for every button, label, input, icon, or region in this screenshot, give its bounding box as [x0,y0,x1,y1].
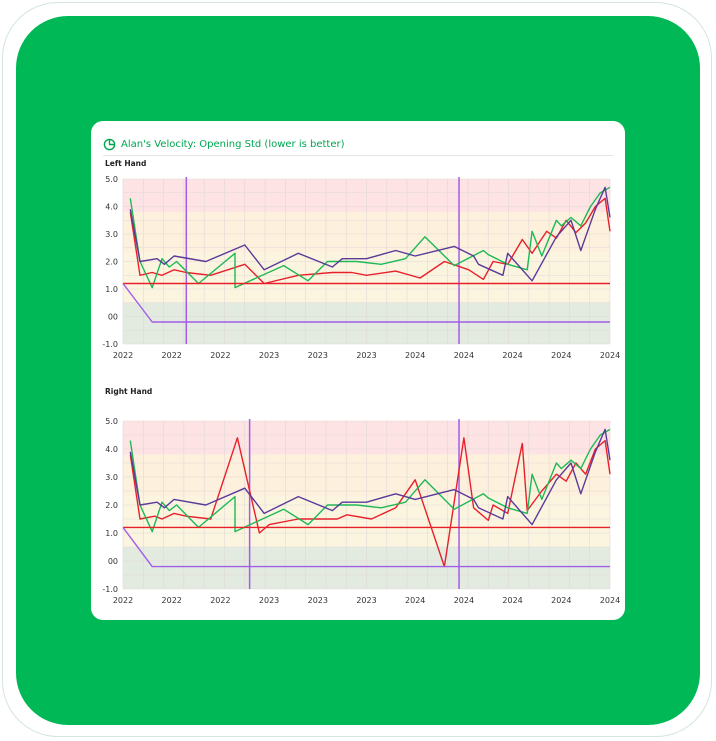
series-line-1 [129,428,611,533]
x-tick-label: 2023 [308,596,328,605]
left-hand-chart: 5.0 4.0 3.0 2.0 1.0 00 -1.0 2022 2022 2022 2023 202… [102,175,620,360]
y-tick-label: 5.0 [105,175,118,184]
x-tick-label: 2022 [210,351,230,360]
x-tick-label: 2023 [356,351,376,360]
series-line-2 [129,186,611,282]
y-tick-label: 00 [108,313,118,322]
card-title: Alan's Velocity: Opening Std (lower is b… [121,138,345,150]
x-tick-label: 2022 [113,351,133,360]
x-tick-label: 2024 [405,596,425,605]
card-header: Alan's Velocity: Opening Std (lower is b… [103,133,613,156]
x-tick-label: 2024 [600,596,620,605]
right-hand-chart: 5.0 4.0 3.0 2.0 1.0 00 -1.0 2022 2022 2022 2023 202… [102,417,620,605]
y-tick-label: 00 [108,557,118,566]
x-tick-label: 2024 [405,351,425,360]
y-tick-label: 2.0 [105,258,118,267]
x-tick-label: 2024 [454,351,474,360]
y-tick-label: -1.0 [102,340,118,349]
series-line-4 [122,283,610,323]
y-tick-label: 3.0 [105,230,118,239]
x-tick-label: 2023 [259,596,279,605]
x-tick-label: 2024 [551,596,571,605]
pie-chart-icon [103,138,116,150]
x-tick-label: 2024 [502,596,522,605]
series-line-1 [129,186,611,289]
x-tick-label: 2022 [162,596,182,605]
x-tick-label: 2022 [210,596,230,605]
series-line-4 [122,526,610,568]
y-tick-label: 4.0 [105,445,118,454]
x-tick-label: 2022 [113,596,133,605]
x-tick-label: 2023 [259,351,279,360]
x-tick-label: 2024 [600,351,620,360]
x-tick-label: 2023 [356,596,376,605]
series-line-2 [129,428,611,526]
y-tick-label: 3.0 [105,473,118,482]
y-tick-label: 5.0 [105,417,118,426]
x-tick-label: 2024 [502,351,522,360]
left-hand-label: Left Hand [105,159,147,168]
series-line-0 [129,197,611,285]
x-tick-label: 2024 [454,596,474,605]
x-tick-label: 2024 [551,351,571,360]
y-tick-label: 1.0 [105,529,118,538]
right-hand-label: Right Hand [105,387,153,396]
x-tick-label: 2023 [308,351,328,360]
y-tick-label: -1.0 [102,585,118,594]
y-tick-label: 2.0 [105,501,118,510]
series-line-0 [129,437,611,568]
y-tick-label: 4.0 [105,203,118,212]
y-tick-label: 1.0 [105,285,118,294]
x-tick-label: 2022 [162,351,182,360]
chart-card: Alan's Velocity: Opening Std (lower is b… [91,121,625,620]
